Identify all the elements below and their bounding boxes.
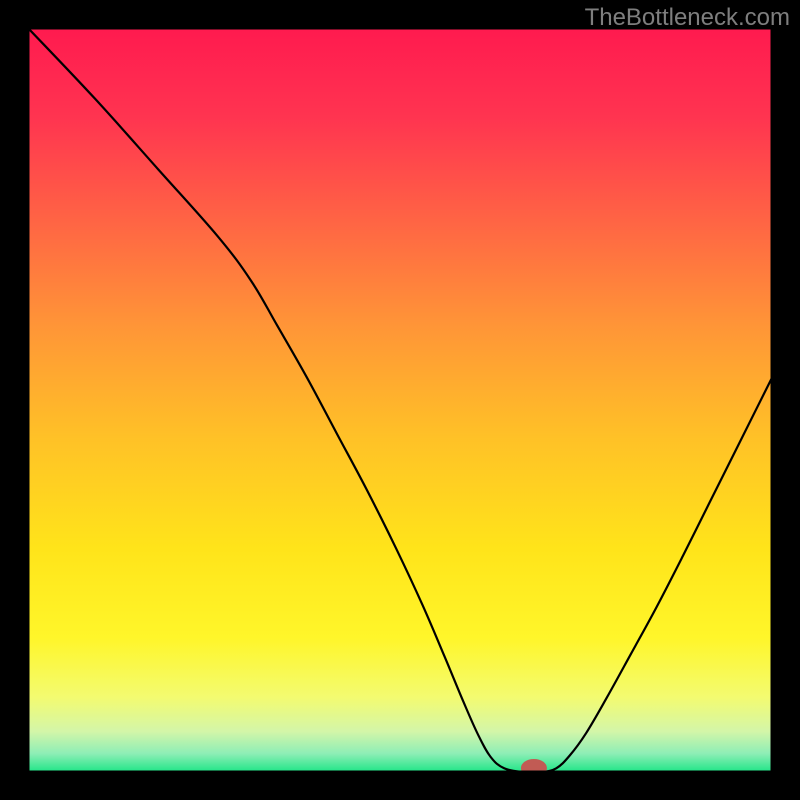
plot-background [28,28,772,772]
chart-container: TheBottleneck.com [0,0,800,800]
bottleneck-chart [0,0,800,800]
watermark-text: TheBottleneck.com [585,4,790,32]
optimal-marker [521,759,547,777]
